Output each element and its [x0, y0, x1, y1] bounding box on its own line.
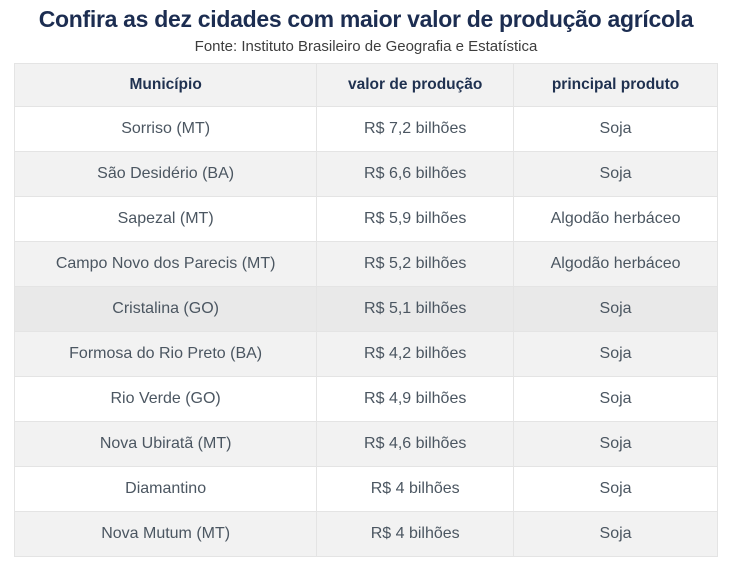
- cell-valor: R$ 4,9 bilhões: [316, 375, 515, 422]
- article-widget: Confira as dez cidades com maior valor d…: [13, 6, 718, 557]
- cell-produto: Soja: [513, 510, 718, 557]
- cell-municipio: Formosa do Rio Preto (BA): [13, 330, 318, 377]
- table-row: São Desidério (BA) R$ 6,6 bilhões Soja: [13, 150, 718, 197]
- cell-municipio: Sapezal (MT): [13, 195, 318, 242]
- cell-produto: Soja: [513, 465, 718, 512]
- production-table: Município valor de produção principal pr…: [13, 62, 718, 557]
- cell-valor: R$ 4,6 bilhões: [316, 420, 515, 467]
- cell-valor: R$ 6,6 bilhões: [316, 150, 515, 197]
- page-title: Confira as dez cidades com maior valor d…: [38, 6, 694, 32]
- cell-produto: Algodão herbáceo: [513, 195, 718, 242]
- table-header-row: Município valor de produção principal pr…: [13, 62, 718, 107]
- table-row: Formosa do Rio Preto (BA) R$ 4,2 bilhões S…: [13, 330, 718, 377]
- cell-municipio: Nova Ubiratã (MT): [13, 420, 318, 467]
- cell-valor: R$ 5,2 bilhões: [316, 240, 515, 287]
- table-row: Nova Ubiratã (MT) R$ 4,6 bilhões Soja: [13, 420, 718, 467]
- column-header-valor-de-producao: valor de produção: [316, 62, 515, 107]
- cell-produto: Algodão herbáceo: [513, 240, 718, 287]
- table-row: Nova Mutum (MT) R$ 4 bilhões Soja: [13, 510, 718, 557]
- table-row: Sorriso (MT) R$ 7,2 bilhões Soja: [13, 105, 718, 152]
- cell-produto: Soja: [513, 330, 718, 377]
- cell-municipio: Nova Mutum (MT): [13, 510, 318, 557]
- cell-valor: R$ 4 bilhões: [316, 510, 515, 557]
- cell-produto: Soja: [513, 285, 718, 332]
- table-row: Cristalina (GO) R$ 5,1 bilhões Soja: [13, 285, 718, 332]
- cell-produto: Soja: [513, 420, 718, 467]
- table-row: Rio Verde (GO) R$ 4,9 bilhões Soja: [13, 375, 718, 422]
- cell-municipio: Cristalina (GO): [13, 285, 318, 332]
- cell-municipio: Diamantino: [13, 465, 318, 512]
- table-row: Campo Novo dos Parecis (MT) R$ 5,2 bilhõe…: [13, 240, 718, 287]
- table-row: Diamantino R$ 4 bilhões Soja: [13, 465, 718, 512]
- cell-valor: R$ 5,1 bilhões: [316, 285, 515, 332]
- cell-produto: Soja: [513, 105, 718, 152]
- column-header-municipio: Município: [13, 62, 318, 107]
- cell-municipio: Sorriso (MT): [13, 105, 318, 152]
- cell-valor: R$ 5,9 bilhões: [316, 195, 515, 242]
- cell-valor: R$ 4 bilhões: [316, 465, 515, 512]
- cell-municipio: Rio Verde (GO): [13, 375, 318, 422]
- source-caption: Fonte: Instituto Brasileiro de Geografia…: [194, 37, 538, 55]
- cell-municipio: Campo Novo dos Parecis (MT): [13, 240, 318, 287]
- cell-valor: R$ 7,2 bilhões: [316, 105, 515, 152]
- cell-produto: Soja: [513, 150, 718, 197]
- column-header-principal-produto: principal produto: [513, 62, 718, 107]
- cell-produto: Soja: [513, 375, 718, 422]
- table-row: Sapezal (MT) R$ 5,9 bilhões Algodão herbác…: [13, 195, 718, 242]
- cell-municipio: São Desidério (BA): [13, 150, 318, 197]
- cell-valor: R$ 4,2 bilhões: [316, 330, 515, 377]
